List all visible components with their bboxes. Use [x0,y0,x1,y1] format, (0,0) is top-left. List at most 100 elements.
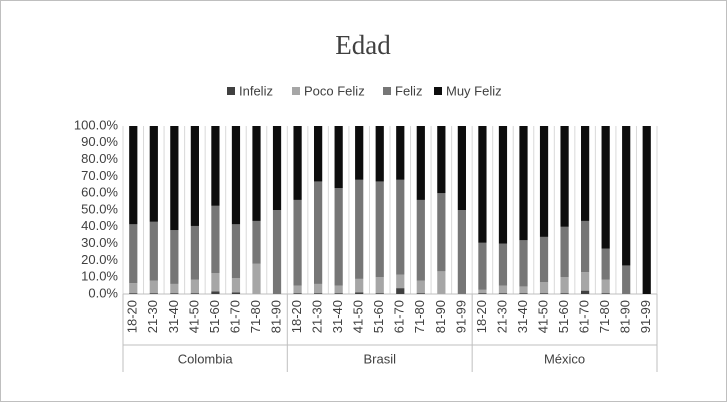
x-tick-label: 91-99 [638,300,653,333]
x-tick-label: 61-70 [227,300,242,333]
bar-segment [396,179,405,275]
x-tick-label: 41-50 [186,300,201,333]
bar-segment [560,277,569,294]
x-tick-label: 81-90 [268,300,283,333]
bar-segment [519,126,528,241]
bar-segment [498,285,508,294]
bar-segment [396,126,405,180]
bar-segment [334,188,343,286]
x-tick-label: 61-70 [577,300,592,333]
bar-segment [416,280,425,294]
bar-segment [252,126,261,221]
x-tick-label: 18-20 [474,300,489,333]
bar-segment [478,126,487,243]
x-tick-label: 81-90 [618,300,633,333]
x-tick-label: 81-90 [433,300,448,333]
y-tick-label: 10.0% [81,269,118,284]
x-tick-label: 61-70 [392,300,407,333]
bar-segment [293,199,302,286]
legend-label: Feliz [395,83,422,98]
bar-segment [601,248,610,280]
bar-segment [129,126,138,225]
bar-segment [601,279,610,294]
bar-segment [478,289,487,294]
bar-segment [129,283,138,294]
y-tick-label: 50.0% [81,201,118,216]
bar-segment [396,288,405,294]
x-tick-label: 71-80 [412,300,427,333]
bar-segment [231,278,241,293]
bar-segment [581,290,590,294]
bar-segment [129,224,138,284]
x-tick-label: 31-40 [166,300,181,333]
bar-segment [622,265,631,294]
y-tick-label: 40.0% [81,218,118,233]
y-tick-label: 30.0% [81,235,118,250]
bar-segment [211,126,220,206]
bar-segment [211,291,220,294]
x-tick-label: 91-99 [453,300,468,333]
bar-segment [581,272,590,291]
x-tick-label: 31-40 [515,300,530,333]
bar-segment [170,230,179,284]
bar-segment [355,292,364,294]
bar-segment [396,274,405,289]
bar-segment [560,293,569,294]
x-tick-label: 21-30 [494,300,509,333]
x-tick-label: 51-60 [371,300,386,333]
bar-segment [416,293,425,294]
bar-segment [519,293,528,294]
legend-label: Infeliz [239,83,273,98]
bar-segment [293,126,302,200]
y-tick-label: 100.0% [74,117,119,132]
bar-segment [211,205,220,273]
bar-segment [416,199,425,281]
bar-segment [190,279,199,294]
bar-segment [170,293,179,294]
bar-segment [457,210,466,294]
x-tick-label: 41-50 [535,300,550,333]
bar-segment [519,286,528,294]
bar-segment [560,126,569,227]
bar-segment [437,271,446,294]
y-tick-label: 80.0% [81,151,118,166]
bar-segment [498,293,508,294]
bar-segment [539,293,549,294]
legend-swatch [227,87,235,95]
bar-segment [457,126,466,210]
bar-segment [334,293,343,294]
bar-segment [437,126,446,194]
x-tick-label: 51-60 [207,300,222,333]
bar-segment [149,293,158,294]
bar-segment [355,179,364,279]
bar-segment [437,193,446,272]
bar-segment [519,240,528,287]
x-tick-label: 71-80 [248,300,263,333]
y-tick-label: 70.0% [81,168,118,183]
bar-segment [149,221,158,281]
bar-segment [314,181,323,284]
group-label: México [544,351,585,366]
bar-segment [539,126,549,237]
legend-swatch [383,87,391,95]
legend-swatch [434,87,442,95]
group-label: Colombia [178,351,234,366]
x-tick-label: 18-20 [125,300,140,333]
bar-segment [581,126,590,221]
bar-segment [416,126,425,200]
bar-segment [149,280,158,294]
y-tick-label: 60.0% [81,185,118,200]
legend-label: Muy Feliz [446,83,502,98]
bar-segment [560,226,569,278]
bar-segment [272,210,282,294]
bar-segment [355,126,364,180]
bar-segment [498,126,508,244]
x-tick-label: 21-30 [310,300,325,333]
bar-segment [293,285,302,294]
y-tick-label: 90.0% [81,134,118,149]
bar-segment [478,293,487,294]
x-tick-label: 21-30 [145,300,160,333]
bar-segment [129,293,138,294]
bar-segment [622,126,631,266]
